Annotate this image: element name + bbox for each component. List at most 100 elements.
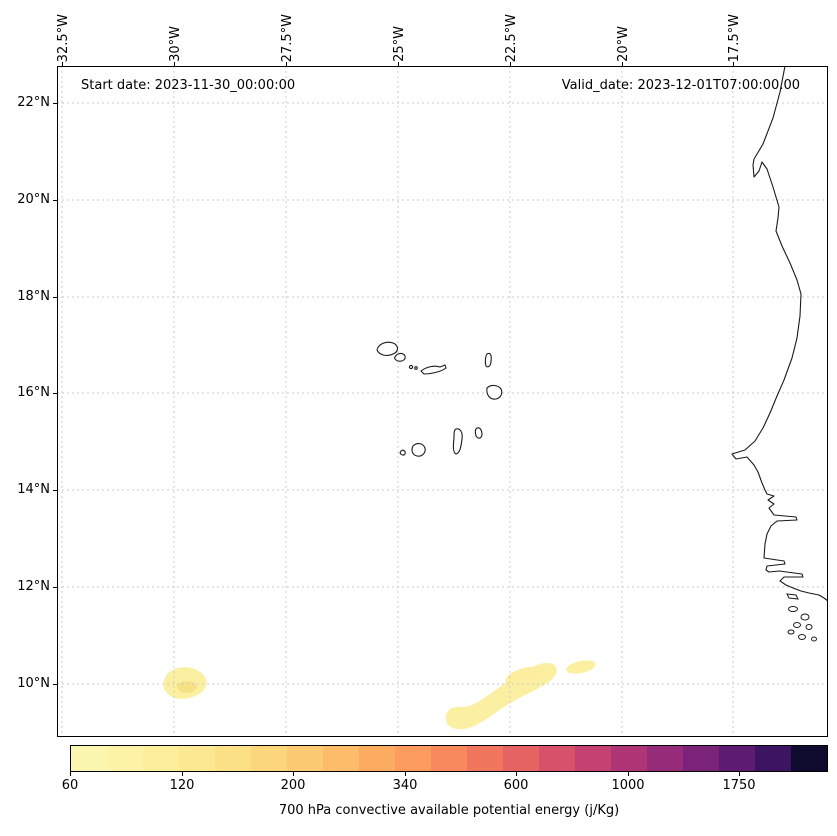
- lat-tick-label: 16°N: [17, 385, 50, 400]
- cape-patch-central-core: [505, 666, 545, 686]
- islet: [787, 629, 795, 635]
- colorbar-title: 700 hPa convective available potential e…: [278, 803, 620, 818]
- lat-tick-label: 18°N: [17, 289, 50, 304]
- colorbar-segment: [791, 746, 827, 771]
- lon-tick-text: 30°W: [167, 26, 183, 62]
- cape-verde-islands: [376, 341, 503, 457]
- islet: [786, 593, 799, 600]
- bijagos-islands: [786, 593, 817, 642]
- top-tick: [622, 62, 624, 66]
- lon-tick-label: 32.5°W: [52, 0, 74, 62]
- colorbar-tick: [182, 772, 184, 776]
- colorbar-segment: [611, 746, 647, 771]
- top-tick: [398, 62, 400, 66]
- lon-tick-label: 25°W: [388, 0, 410, 62]
- colorbar-segment: [647, 746, 683, 771]
- colorbar-tick-label: 120: [169, 778, 195, 793]
- lon-tick-label: 27.5°W: [276, 0, 298, 62]
- colorbar-segment: [287, 746, 323, 771]
- colorbar-segment: [251, 746, 287, 771]
- lon-tick-label: 22.5°W: [500, 0, 522, 62]
- colorbar-tick: [293, 772, 295, 776]
- colorbar-tick-label: 60: [61, 778, 79, 793]
- top-tick: [174, 62, 176, 66]
- lon-tick-text: 32.5°W: [55, 13, 71, 62]
- colorbar-segment: [179, 746, 215, 771]
- island-boa-vista: [486, 384, 503, 400]
- lat-tick-label: 12°N: [17, 579, 50, 594]
- lat-tick-label: 14°N: [17, 482, 50, 497]
- cape-patch-west-core: [177, 681, 197, 693]
- island-maio: [474, 427, 483, 439]
- lat-tick-label: 22°N: [17, 95, 50, 110]
- map-plot-area: Start date: 2023-11-30_00:00:00 Valid_da…: [57, 66, 828, 737]
- lon-tick-text: 25°W: [391, 26, 407, 62]
- colorbar-segment: [719, 746, 755, 771]
- left-tick: [53, 200, 57, 202]
- lon-tick-text: 22.5°W: [503, 13, 519, 62]
- island-fogo: [411, 443, 426, 457]
- island-sal: [484, 352, 492, 368]
- start-date-annotation: Start date: 2023-11-30_00:00:00: [81, 78, 296, 93]
- map-svg: [57, 66, 828, 737]
- lon-tick-text: 20°W: [615, 26, 631, 62]
- left-tick: [53, 393, 57, 395]
- lon-tick-label: 30°W: [164, 0, 186, 62]
- top-tick: [510, 62, 512, 66]
- lat-tick-label: 10°N: [17, 676, 50, 691]
- gridlines: [57, 66, 828, 737]
- colorbar-tick-label: 1000: [611, 778, 645, 793]
- islet: [798, 634, 806, 640]
- cape-patches: [163, 660, 596, 730]
- colorbar-tick: [628, 772, 630, 776]
- top-tick: [62, 62, 64, 66]
- colorbar-segment: [431, 746, 467, 771]
- colorbar-tick: [70, 772, 72, 776]
- cape-patch-east: [566, 660, 596, 674]
- top-tick: [286, 62, 288, 66]
- africa-coastline: [731, 66, 828, 602]
- island-santo-antao: [376, 341, 398, 356]
- left-tick: [53, 684, 57, 686]
- island-santiago: [452, 428, 463, 455]
- lat-tick-label: 20°N: [17, 192, 50, 207]
- island-brava: [399, 449, 406, 456]
- colorbar-segment: [71, 746, 107, 771]
- lon-tick-label: 17.5°W: [723, 0, 745, 62]
- colorbar-segment: [503, 746, 539, 771]
- colorbar-segment: [467, 746, 503, 771]
- top-tick: [733, 62, 735, 66]
- left-tick: [53, 587, 57, 589]
- islet: [788, 606, 798, 612]
- colorbar-segment: [143, 746, 179, 771]
- colorbar: 60 120 200 340 600 1000 1750 700 hPa con…: [62, 745, 828, 835]
- colorbar-tick-label: 200: [280, 778, 306, 793]
- colorbar-segment: [395, 746, 431, 771]
- lon-tick-label: 20°W: [612, 0, 634, 62]
- colorbar-segment: [107, 746, 143, 771]
- islet: [793, 622, 801, 628]
- left-tick: [53, 490, 57, 492]
- lon-tick-text: 17.5°W: [726, 13, 742, 62]
- colorbar-segment: [575, 746, 611, 771]
- colorbar-tick: [516, 772, 518, 776]
- colorbar-segments: [70, 745, 828, 772]
- colorbar-tick: [739, 772, 741, 776]
- colorbar-tick-label: 600: [503, 778, 529, 793]
- colorbar-segment: [539, 746, 575, 771]
- colorbar-segment: [215, 746, 251, 771]
- colorbar-segment: [683, 746, 719, 771]
- colorbar-tick: [405, 772, 407, 776]
- islet-raso: [414, 366, 418, 370]
- island-sao-nicolau: [420, 364, 447, 375]
- island-sao-vicente: [394, 352, 406, 362]
- left-tick: [53, 103, 57, 105]
- colorbar-tick-label: 1750: [722, 778, 756, 793]
- colorbar-segment: [755, 746, 791, 771]
- lon-tick-text: 27.5°W: [279, 13, 295, 62]
- islet: [800, 613, 810, 621]
- islet-santa-luzia: [408, 364, 414, 370]
- colorbar-tick-label: 340: [392, 778, 418, 793]
- left-tick: [53, 297, 57, 299]
